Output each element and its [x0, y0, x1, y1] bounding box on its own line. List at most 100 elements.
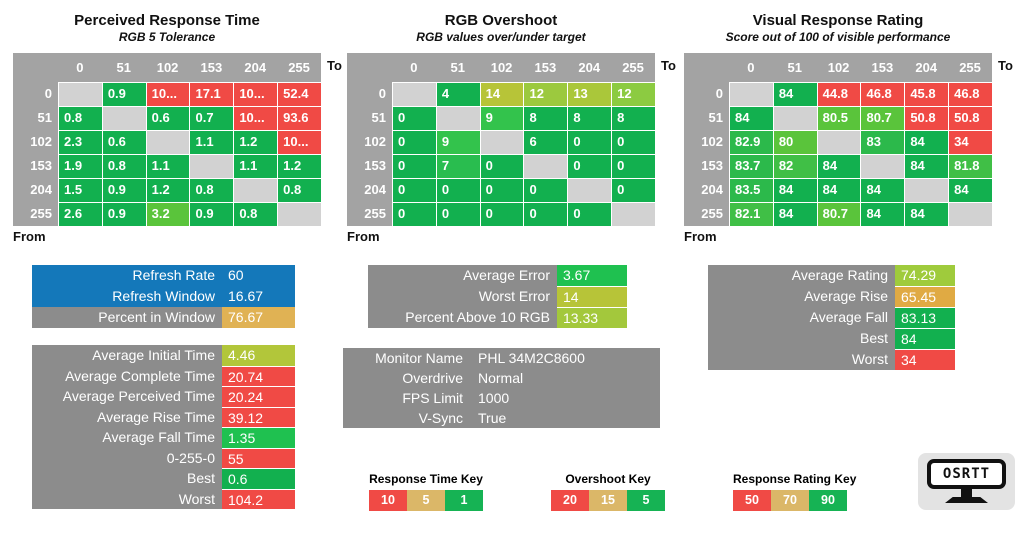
heatmap-diagonal-cell [772, 106, 817, 130]
overshoot-key: Overshoot Key 20 15 5 [551, 472, 665, 511]
heatmap-row-header: 255 [347, 202, 392, 226]
key-swatch: 50 [733, 490, 771, 511]
heatmap-cell: 45.8 [904, 82, 949, 106]
heatmap-diagonal-cell [101, 106, 146, 130]
heatmap-cell: 44.8 [816, 82, 861, 106]
heatmap-column-header: 0 [410, 60, 418, 75]
heatmap-cell: 84 [860, 202, 905, 226]
summary-row: Refresh Rate 60 [32, 265, 295, 286]
key-swatch: 5 [627, 490, 665, 511]
summary-value: 83.13 [895, 307, 955, 328]
heatmap-row: 204 0 0 0 0 0 [347, 178, 655, 202]
heatmap-row-header: 0 [684, 82, 729, 106]
heatmap-header-row: 0 51 102 153 204 255 [347, 53, 655, 82]
summary-row: FPS Limit 1000 [343, 388, 660, 408]
heatmap-diagonal-cell [435, 106, 480, 130]
summary-value: 1.35 [222, 427, 295, 448]
heatmap-cell: 0 [479, 178, 524, 202]
summary-value: 13.33 [557, 307, 627, 328]
key-swatch: 15 [589, 490, 627, 511]
heatmap-column-header: 102 [156, 60, 179, 75]
heatmap-cell: 4 [435, 82, 480, 106]
heatmap-cell: 2.6 [58, 202, 102, 226]
key-swatches: 20 15 5 [551, 490, 665, 511]
heatmap-diagonal-cell [816, 130, 861, 154]
heatmap-diagonal-cell [277, 202, 321, 226]
heatmap-cell: 0.8 [277, 178, 321, 202]
summary-row: Best 0.6 [32, 468, 295, 489]
summary-value: 3.67 [557, 265, 627, 286]
summary-value: 0.6 [222, 468, 295, 489]
heatmap-cell: 0.9 [189, 202, 234, 226]
heatmap-cell: 10... [277, 130, 321, 154]
heatmap-column-header: 102 [827, 60, 850, 75]
heatmap-row-header: 255 [13, 202, 58, 226]
heatmap-grid: 0 51 102 153 204 255 0 84 44.8 46.8 45.8 46.8 51 84 80… [684, 53, 992, 226]
heatmap-row: 51 84 80.5 80.7 50.8 50.8 [684, 106, 992, 130]
summary-row: Average Fall Time 1.35 [32, 427, 295, 448]
summary-label: Average Fall [708, 307, 895, 328]
heatmap-cell: 0 [611, 178, 655, 202]
heatmap-cell: 0.7 [189, 106, 234, 130]
heatmap-cell: 1.9 [58, 154, 102, 178]
summary-value: PHL 34M2C8600 [478, 350, 585, 366]
heatmap-row: 51 0.8 0.6 0.7 10... 93.6 [13, 106, 321, 130]
summary-value: 4.46 [222, 345, 295, 366]
heatmap-cell: 7 [435, 154, 480, 178]
summary-value: 39.12 [222, 406, 295, 427]
heatmap-column-header: 0 [747, 60, 755, 75]
heatmap-grid: 0 51 102 153 204 255 0 4 14 12 13 12 51 0 9 8 8 8 102 0 9 6 0 0… [347, 53, 655, 226]
summary-row: Average Rise 65.45 [708, 286, 955, 307]
heatmap-cell: 84 [860, 178, 905, 202]
summary-value: 1000 [478, 390, 510, 406]
heatmap-diagonal-cell [948, 202, 992, 226]
heatmap-cell: 83 [860, 130, 905, 154]
heatmap-cell: 0.6 [145, 106, 190, 130]
to-label: To [998, 58, 1013, 73]
summary-label: Refresh Rate [32, 265, 222, 286]
heatmap-cell: 80.5 [816, 106, 861, 130]
heatmap-diagonal-cell [611, 202, 655, 226]
summary-label: Overdrive [402, 370, 463, 386]
heatmap-subtitle: Score out of 100 of visible performance [725, 30, 951, 44]
heatmap-cell: 80.7 [816, 202, 861, 226]
heatmap-subtitle: RGB values over/under target [416, 30, 586, 44]
to-label: To [327, 58, 342, 73]
heatmap-cell: 81.8 [948, 154, 992, 178]
heatmap-cell: 0 [611, 154, 655, 178]
summary-row: Percent in Window 76.67 [32, 307, 295, 328]
heatmap-corner [684, 53, 729, 82]
heatmap-cell: 12 [611, 82, 655, 106]
summary-row: Percent Above 10 RGB 13.33 [368, 307, 627, 328]
to-label: To [661, 58, 676, 73]
summary-label: Average Perceived Time [32, 386, 222, 407]
heatmap-cell: 82.9 [729, 130, 773, 154]
heatmap-row: 255 0 0 0 0 0 [347, 202, 655, 226]
summary-row: V-Sync True [343, 408, 660, 428]
summary-label: Percent in Window [32, 307, 222, 328]
heatmap-cell: 84 [948, 178, 992, 202]
heatmap-row: 153 1.9 0.8 1.1 1.1 1.2 [13, 154, 321, 178]
heatmap-header-row: 0 51 102 153 204 255 [684, 53, 992, 82]
summary-value: 76.67 [222, 307, 295, 328]
heatmap-cell: 0 [435, 202, 480, 226]
heatmap-cell: 0.8 [58, 106, 102, 130]
summary-row: Best 84 [708, 328, 955, 349]
heatmap-cell: 17.1 [189, 82, 234, 106]
heatmap-column-header: 51 [116, 60, 131, 75]
heatmap-diagonal-cell [860, 154, 905, 178]
summary-value: 60 [222, 265, 295, 286]
summary-value: 65.45 [895, 286, 955, 307]
monitor-stand-neck [961, 489, 972, 497]
heatmap-row-header: 0 [347, 82, 392, 106]
heatmap-cell: 9 [435, 130, 480, 154]
heatmap-cell: 0 [435, 178, 480, 202]
heatmap-row-header: 153 [347, 154, 392, 178]
heatmap-cell: 0 [392, 130, 436, 154]
heatmap-cell: 93.6 [277, 106, 321, 130]
summary-value: 14 [557, 286, 627, 307]
summary-row: Average Rise Time 39.12 [32, 406, 295, 427]
heatmap-row-header: 204 [684, 178, 729, 202]
heatmap-row-header: 153 [684, 154, 729, 178]
heatmap-row: 153 0 7 0 0 0 [347, 154, 655, 178]
